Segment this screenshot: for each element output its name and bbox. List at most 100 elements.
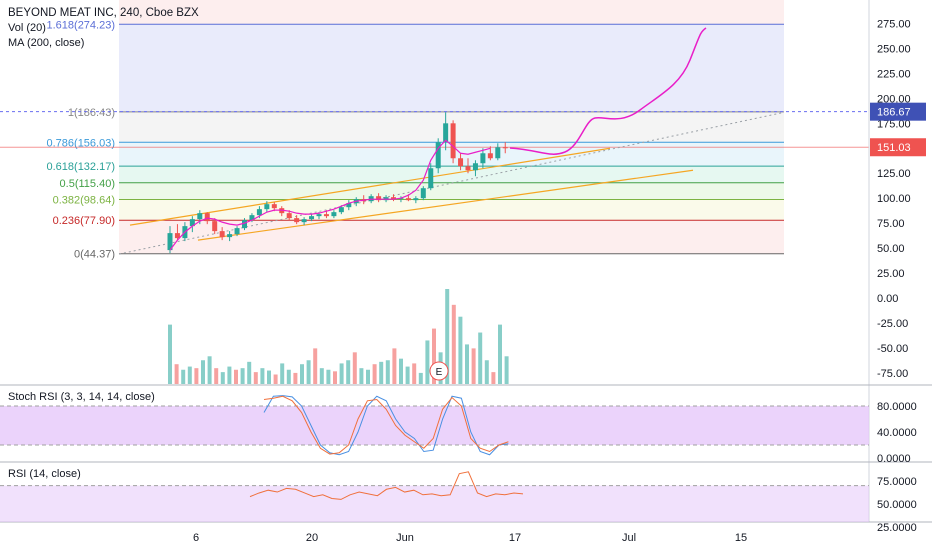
volume-bar: [214, 368, 219, 384]
volume-bar: [267, 370, 271, 384]
volume-bar: [207, 356, 212, 384]
rsi-pane: 75.0000 50.0000 25.0000: [0, 471, 917, 534]
time-axis[interactable]: 6 20 Jun 17 Jul 15: [193, 532, 747, 544]
candle-body: [234, 228, 240, 235]
volume-bar: [491, 372, 496, 384]
candle-body: [301, 219, 307, 223]
volume-bar: [260, 368, 265, 384]
volume-bar: [359, 368, 364, 384]
channel-upper-line: [129, 147, 611, 226]
trend-dotted-line: [118, 111, 785, 255]
volume-bar: [366, 369, 370, 384]
candle-body: [458, 158, 464, 167]
projection-path: [509, 27, 707, 155]
volume-bar: [465, 344, 469, 384]
high-level-badge: [870, 102, 926, 121]
high-level-label: 186.67: [877, 107, 911, 119]
volume-bar: [280, 363, 285, 384]
volume-bar: [201, 360, 205, 384]
candle-body: [338, 207, 344, 213]
fib-label-1: 1(186.43): [68, 107, 115, 119]
candle-body: [189, 219, 195, 227]
price-tick-label: -50.00: [877, 343, 908, 355]
candle-body: [428, 168, 434, 189]
time-tick-label: Jul: [622, 532, 636, 544]
candle-body: [413, 198, 419, 201]
candle-body: [472, 163, 478, 171]
volume-bar: [445, 289, 450, 384]
fib-label-7: 0(44.37): [74, 249, 115, 261]
volume-bar: [484, 360, 489, 384]
volume-bar: [372, 364, 377, 384]
candle-body: [376, 196, 382, 201]
volume-bar: [478, 332, 483, 384]
candle-body: [502, 147, 508, 149]
candle-body: [465, 166, 471, 171]
fib-zone-top: [119, 0, 784, 25]
candle-body: [405, 198, 411, 201]
volume-bar: [504, 356, 509, 384]
volume-bar: [194, 368, 199, 384]
volume-bar: [253, 372, 258, 384]
volume-bar: [352, 352, 357, 384]
fib-label-5: 0.382(98.64): [53, 195, 115, 207]
volume-bar: [458, 316, 463, 384]
volume-bar: [498, 324, 502, 384]
price-tick-label: -75.00: [877, 368, 908, 380]
candle-body: [212, 221, 218, 232]
candle-body: [286, 213, 292, 219]
stoch-band: [0, 406, 869, 445]
volume-bar: [451, 304, 456, 384]
candle-body: [227, 234, 233, 238]
volume-bar: [240, 368, 245, 384]
time-tick-label: 15: [735, 532, 747, 544]
chart-title: BEYOND MEAT INC, 240, Cboe BZX: [8, 7, 199, 19]
volume-bar: [174, 364, 179, 384]
volume-bar: [405, 366, 410, 384]
ma-label: MA (200, close): [8, 37, 84, 49]
volume-bar: [313, 348, 318, 384]
candle-body: [271, 204, 277, 209]
volume-bar: [234, 369, 238, 384]
volume-bar: [293, 372, 298, 384]
stoch-rsi-label: Stoch RSI (3, 3, 14, 14, close): [8, 391, 155, 403]
time-tick-label: 20: [306, 532, 318, 544]
candle-body: [391, 197, 396, 200]
volume-bar: [247, 361, 252, 384]
price-tick-label: 250.00: [877, 43, 911, 55]
volume-bar: [425, 340, 430, 384]
time-tick-label: 6: [193, 532, 199, 544]
volume-bar: [326, 369, 331, 384]
stoch-k-line: [263, 395, 509, 456]
candle-body: [316, 214, 322, 217]
price-tick-label: 125.00: [877, 168, 911, 180]
candle-body: [309, 216, 315, 220]
fib-label-4: 0.5(115.40): [60, 178, 115, 190]
candle-body: [331, 212, 337, 217]
rsi-tick-label: 25.0000: [877, 522, 917, 534]
volume-bar: [379, 361, 384, 384]
stoch-tick-label: 40.0000: [877, 427, 917, 439]
price-tick-label: 175.00: [877, 118, 911, 130]
last-price-label: 151.03: [877, 142, 911, 154]
volume-bar: [392, 348, 397, 384]
earnings-badge-label: E: [436, 367, 443, 378]
rsi-tick-label: 75.0000: [877, 476, 917, 488]
stoch-tick-label: 0.0000: [877, 453, 911, 465]
volume-bar: [385, 360, 390, 384]
stoch-d-line: [263, 395, 509, 455]
candle-body: [242, 220, 247, 229]
candle-body: [487, 153, 493, 159]
price-tick-label: 225.00: [877, 68, 911, 80]
price-tick-label: 275.00: [877, 19, 911, 31]
price-tick-label: 25.00: [877, 268, 905, 280]
time-tick-label: Jun: [396, 532, 414, 544]
channel-lower-line: [197, 169, 694, 241]
earnings-badge[interactable]: E: [429, 361, 449, 381]
price-tick-label: 0.00: [877, 293, 898, 305]
candle-body: [450, 123, 456, 159]
fib-label-2: 0.786(156.03): [47, 137, 116, 149]
volume-bar: [346, 360, 351, 384]
volume-bar: [286, 369, 291, 384]
